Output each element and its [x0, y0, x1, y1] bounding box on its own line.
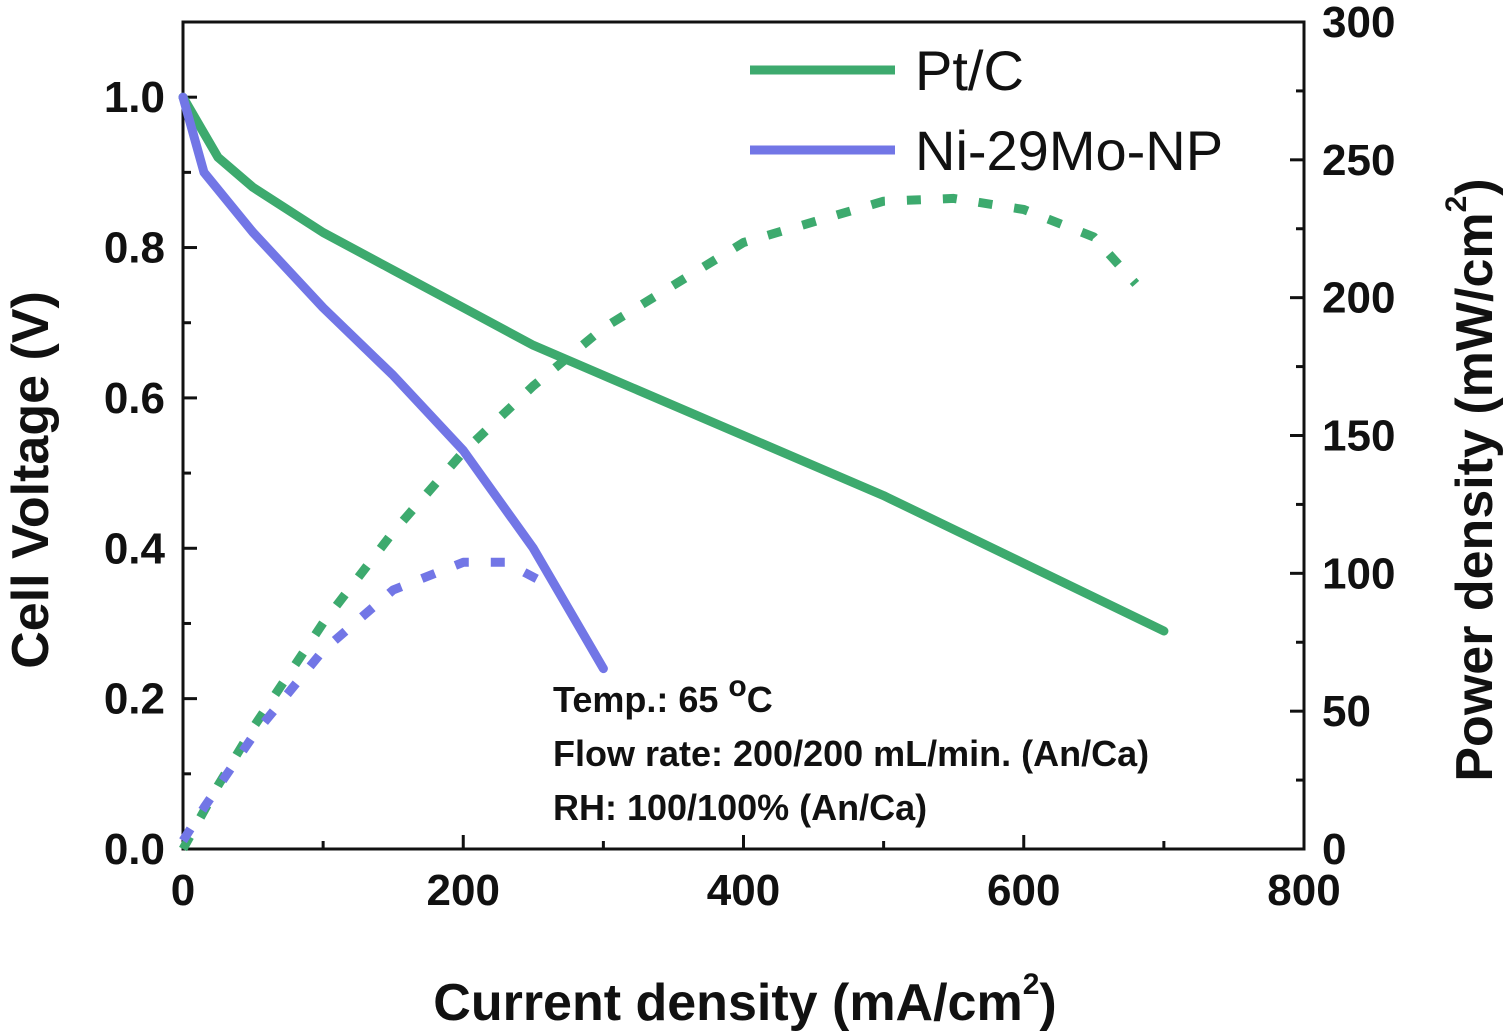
y-right-tick-label: 300 [1322, 0, 1395, 47]
y-right-axis-title: Power density (mW/cm2) [1440, 178, 1504, 781]
y-left-axis-title: Cell Voltage (V) [2, 291, 60, 669]
y-left-tick-label: 0.8 [104, 224, 165, 273]
series-layer [178, 92, 1169, 852]
x-tick-label: 400 [707, 866, 780, 915]
annotation-text: RH: 100/100% (An/Ca) [553, 787, 927, 828]
axes-layer [181, 20, 1306, 851]
y-right-tick-label: 100 [1322, 549, 1395, 598]
x-tick-label: 800 [1267, 866, 1340, 915]
legend-label: Pt/C [915, 39, 1024, 102]
ni-29mo-np-voltage-curve [178, 92, 608, 674]
y-left-tick-label: 0.2 [104, 675, 165, 724]
x-tick-label: 0 [171, 866, 195, 915]
y-right-tick-label: 250 [1322, 136, 1395, 185]
y-right-tick-label: 150 [1322, 412, 1395, 461]
x-axis-title: Current density (mA/cm2) [433, 968, 1056, 1032]
y-right-tick-label: 0 [1322, 825, 1346, 874]
x-tick-label: 200 [427, 866, 500, 915]
power-3-power-curve [179, 557, 550, 844]
y-right-tick-label: 200 [1322, 274, 1395, 323]
y-left-tick-label: 1.0 [104, 73, 165, 122]
legend-label: Ni-29Mo-NP [915, 119, 1223, 182]
annotation-text: Temp.: 65 oC [553, 670, 773, 720]
y-left-tick-label: 0.0 [104, 825, 165, 874]
y-right-tick-label: 50 [1322, 687, 1371, 736]
y-left-tick-label: 0.4 [104, 524, 166, 573]
x-tick-label: 600 [987, 866, 1060, 915]
y-left-tick-label: 0.6 [104, 374, 165, 423]
pt-c-voltage-curve [178, 92, 1169, 636]
annotation-text: Flow rate: 200/200 mL/min. (An/Ca) [553, 733, 1149, 774]
